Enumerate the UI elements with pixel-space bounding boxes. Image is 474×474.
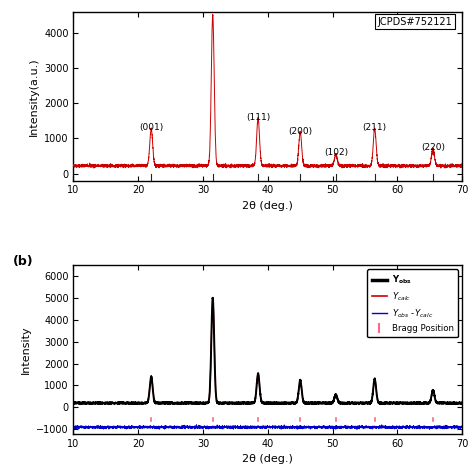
Text: (200): (200) xyxy=(288,127,312,136)
Text: (211): (211) xyxy=(363,123,387,132)
Y-axis label: Intensity(a.u.): Intensity(a.u.) xyxy=(28,57,38,136)
Text: (102): (102) xyxy=(324,148,348,157)
Text: (001): (001) xyxy=(139,123,164,132)
Y-axis label: Intensity: Intensity xyxy=(20,325,30,374)
X-axis label: 2θ (deg.): 2θ (deg.) xyxy=(242,454,293,464)
Text: (111): (111) xyxy=(246,112,270,121)
X-axis label: 2θ (deg.): 2θ (deg.) xyxy=(242,201,293,211)
Text: (b): (b) xyxy=(13,255,34,268)
Legend: $\mathbf{Y_{obs}}$, $Y_{calc}$, $Y_{obs}$ -$Y_{calc}$, Bragg Position: $\mathbf{Y_{obs}}$, $Y_{calc}$, $Y_{obs}… xyxy=(367,269,458,337)
Text: JCPDS#752121: JCPDS#752121 xyxy=(378,17,452,27)
Text: (220): (220) xyxy=(421,144,445,153)
